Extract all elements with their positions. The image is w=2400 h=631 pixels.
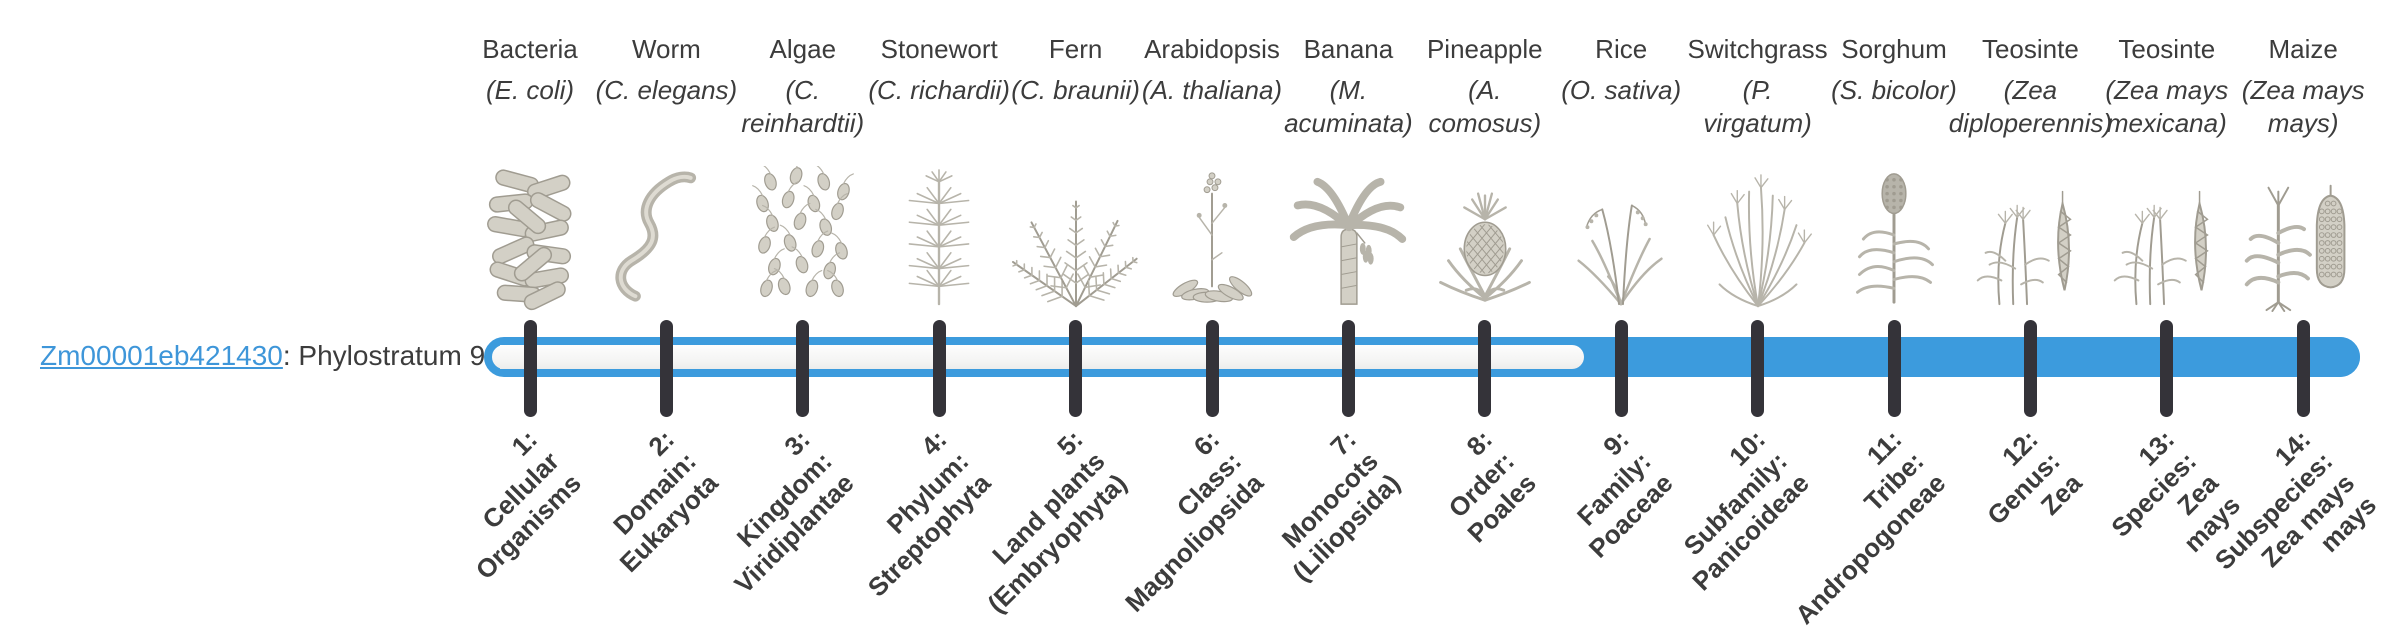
stonewort-icon <box>874 166 1004 312</box>
stratum-label: 14: Subspecies: Zea mays mays <box>2187 424 2383 620</box>
phylostratum-text: : Phylostratum 9 <box>283 340 485 371</box>
worm-icon <box>601 166 731 312</box>
rice-icon <box>1556 166 1686 312</box>
stratum-tick-4 <box>933 320 946 417</box>
stratum-label: 2: Domain: Eukaryota <box>569 424 724 579</box>
gene-label: Zm00001eb421430: Phylostratum 9 <box>40 340 485 372</box>
maize-icon <box>2238 166 2368 312</box>
stratum-tick-10 <box>1751 320 1764 417</box>
stratum-tick-2 <box>660 320 673 417</box>
arabidopsis-icon <box>1147 166 1277 312</box>
phylostratum-viewer: Zm00001eb421430: Phylostratum 9 Bacteria… <box>0 0 2400 580</box>
stratum-label: 7: Monocots (Liliopsida) <box>1242 424 1406 588</box>
algae-icon <box>738 166 868 312</box>
stratum-tick-13 <box>2160 320 2173 417</box>
stratum-tick-8 <box>1478 320 1491 417</box>
pineapple-icon <box>1420 166 1550 312</box>
stratum-label: 5: Land plants (Embryophyta) <box>938 424 1133 619</box>
sorghum-icon <box>1829 166 1959 312</box>
stratum-tick-7 <box>1342 320 1355 417</box>
gene-id-link[interactable]: Zm00001eb421430 <box>40 340 283 371</box>
bacteria-icon <box>465 166 595 312</box>
stratum-tick-3 <box>796 320 809 417</box>
stratum-label: 12: Genus: Zea <box>1959 424 2088 553</box>
phylostrata-fill-bar <box>1546 337 2360 377</box>
switchgrass-icon <box>1693 166 1823 312</box>
organism-species-name: (Zea mays mays) <box>2198 74 2400 140</box>
stratum-tick-14 <box>2297 320 2310 417</box>
stratum-tick-11 <box>1888 320 1901 417</box>
teosinte-icon <box>2102 166 2232 312</box>
stratum-tick-5 <box>1069 320 1082 417</box>
stratum-tick-9 <box>1615 320 1628 417</box>
organism-label: Maize (Zea mays mays) <box>2198 33 2400 140</box>
fern-icon <box>1011 166 1141 312</box>
organism-common-name: Maize <box>2198 33 2400 66</box>
banana-icon <box>1283 166 1413 312</box>
stratum-label: 6: Class: Magnoliopsida <box>1075 424 1269 618</box>
stratum-label: 3: Kingdom: Viridiplantae <box>685 424 861 600</box>
teosinte-icon <box>1965 166 2095 312</box>
stratum-label: 8: Order: Poales <box>1418 424 1543 549</box>
stratum-tick-12 <box>2024 320 2037 417</box>
stratum-tick-1 <box>524 320 537 417</box>
stratum-label: 1: Cellular Organisms <box>426 424 588 586</box>
stratum-tick-6 <box>1206 320 1219 417</box>
